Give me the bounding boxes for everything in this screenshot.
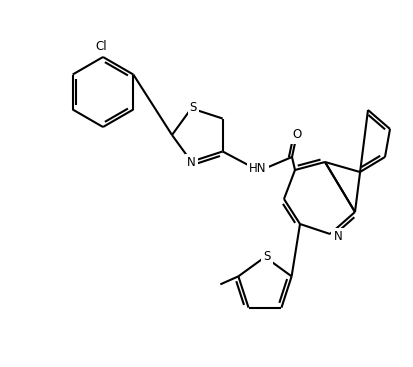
Text: Cl: Cl [95, 40, 107, 54]
Text: N: N [187, 156, 195, 169]
Text: S: S [189, 101, 197, 114]
Text: N: N [333, 230, 342, 243]
Text: HN: HN [249, 163, 266, 175]
Text: S: S [263, 250, 270, 262]
Text: O: O [292, 128, 301, 142]
